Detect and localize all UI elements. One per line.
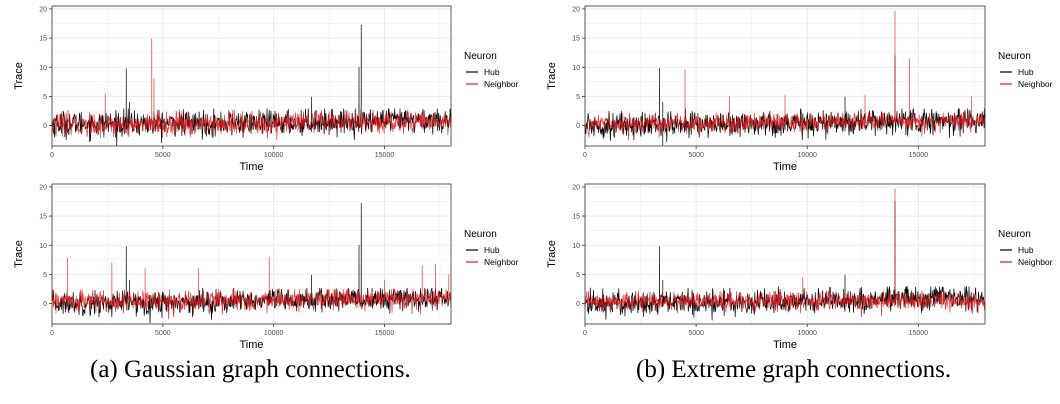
chart-a-bottom: 0 5 10 15 20 0 5000 10000 15000 Time Trace Neuron Hu… [13, 183, 519, 350]
x-tick-label: 10000 [264, 152, 284, 159]
y-tick-label: 0 [576, 123, 580, 130]
y-tick-label: 0 [576, 301, 580, 308]
x-axis-label: Time [773, 339, 797, 350]
y-axis-label: Trace [546, 240, 558, 268]
x-axis-label: Time [773, 161, 797, 173]
y-tick-label: 20 [39, 6, 47, 13]
series-line-neighbor [51, 256, 452, 320]
x-tick-label: 5000 [688, 152, 704, 159]
legend-title: Neuron [464, 229, 497, 240]
x-tick-label: 15000 [909, 330, 929, 337]
x-axis-label: Time [239, 339, 263, 350]
x-tick-label: 0 [50, 152, 54, 159]
y-tick-label: 5 [43, 272, 47, 279]
legend-label-neighbor: Neighbor [484, 79, 519, 89]
chart-b-bottom: 0 5 10 15 20 0 5000 10000 15000 Time Trace Neuron Hu… [546, 183, 1053, 350]
x-tick-label: 10000 [797, 330, 817, 337]
x-axis-label: Time [239, 161, 263, 173]
legend-title: Neuron [464, 51, 497, 62]
caption-extreme: (b) Extreme graph connections. [636, 356, 952, 383]
chart-b-top: 0 5 10 15 20 0 5000 10000 15000 Time Trace Neuron Hu… [546, 5, 1053, 173]
legend-label-hub: Hub [484, 67, 500, 77]
y-tick-label: 5 [43, 94, 47, 101]
series-line-neighbor [584, 10, 986, 141]
x-tick-label: 5000 [688, 330, 704, 337]
caption-gaussian: (a) Gaussian graph connections. [90, 356, 411, 383]
legend-label-hub: Hub [1018, 67, 1034, 77]
chart-a-top: 0 5 10 15 20 0 5000 10000 15000 Time Trace Neuron Hu… [13, 5, 519, 173]
y-axis-label: Trace [13, 240, 25, 268]
y-tick-label: 10 [572, 65, 580, 72]
y-tick-label: 20 [572, 6, 580, 13]
y-tick-label: 15 [572, 36, 580, 43]
panel-border [584, 183, 986, 325]
y-tick-label: 15 [39, 214, 47, 221]
y-tick-label: 10 [39, 65, 47, 72]
y-tick-label: 15 [572, 214, 580, 221]
legend-title: Neuron [998, 229, 1031, 240]
x-tick-label: 0 [583, 152, 587, 159]
y-tick-label: 20 [39, 184, 47, 191]
y-tick-label: 0 [43, 301, 47, 308]
x-tick-label: 15000 [375, 330, 395, 337]
y-axis-label: Trace [546, 62, 558, 90]
y-tick-label: 0 [43, 123, 47, 130]
legend-label-hub: Hub [1018, 245, 1034, 255]
series-line-neighbor [51, 38, 452, 141]
x-tick-label: 10000 [797, 152, 817, 159]
panel-border [51, 5, 452, 147]
x-tick-label: 0 [583, 330, 587, 337]
legend-label-hub: Hub [484, 245, 500, 255]
y-tick-label: 10 [39, 243, 47, 250]
x-tick-label: 5000 [155, 152, 171, 159]
x-tick-label: 10000 [264, 330, 284, 337]
x-tick-label: 15000 [909, 152, 929, 159]
series-line-neighbor [584, 188, 986, 318]
x-tick-label: 5000 [155, 330, 171, 337]
y-tick-label: 20 [572, 184, 580, 191]
panel-border [51, 183, 452, 325]
y-tick-label: 10 [572, 243, 580, 250]
legend-title: Neuron [998, 51, 1031, 62]
y-tick-label: 5 [576, 272, 580, 279]
legend-label-neighbor: Neighbor [1018, 257, 1053, 267]
panel-border [584, 5, 986, 147]
x-tick-label: 15000 [375, 152, 395, 159]
legend-label-neighbor: Neighbor [1018, 79, 1053, 89]
legend-label-neighbor: Neighbor [484, 257, 519, 267]
y-tick-label: 5 [576, 94, 580, 101]
y-tick-label: 15 [39, 36, 47, 43]
x-tick-label: 0 [50, 330, 54, 337]
y-axis-label: Trace [13, 62, 25, 90]
